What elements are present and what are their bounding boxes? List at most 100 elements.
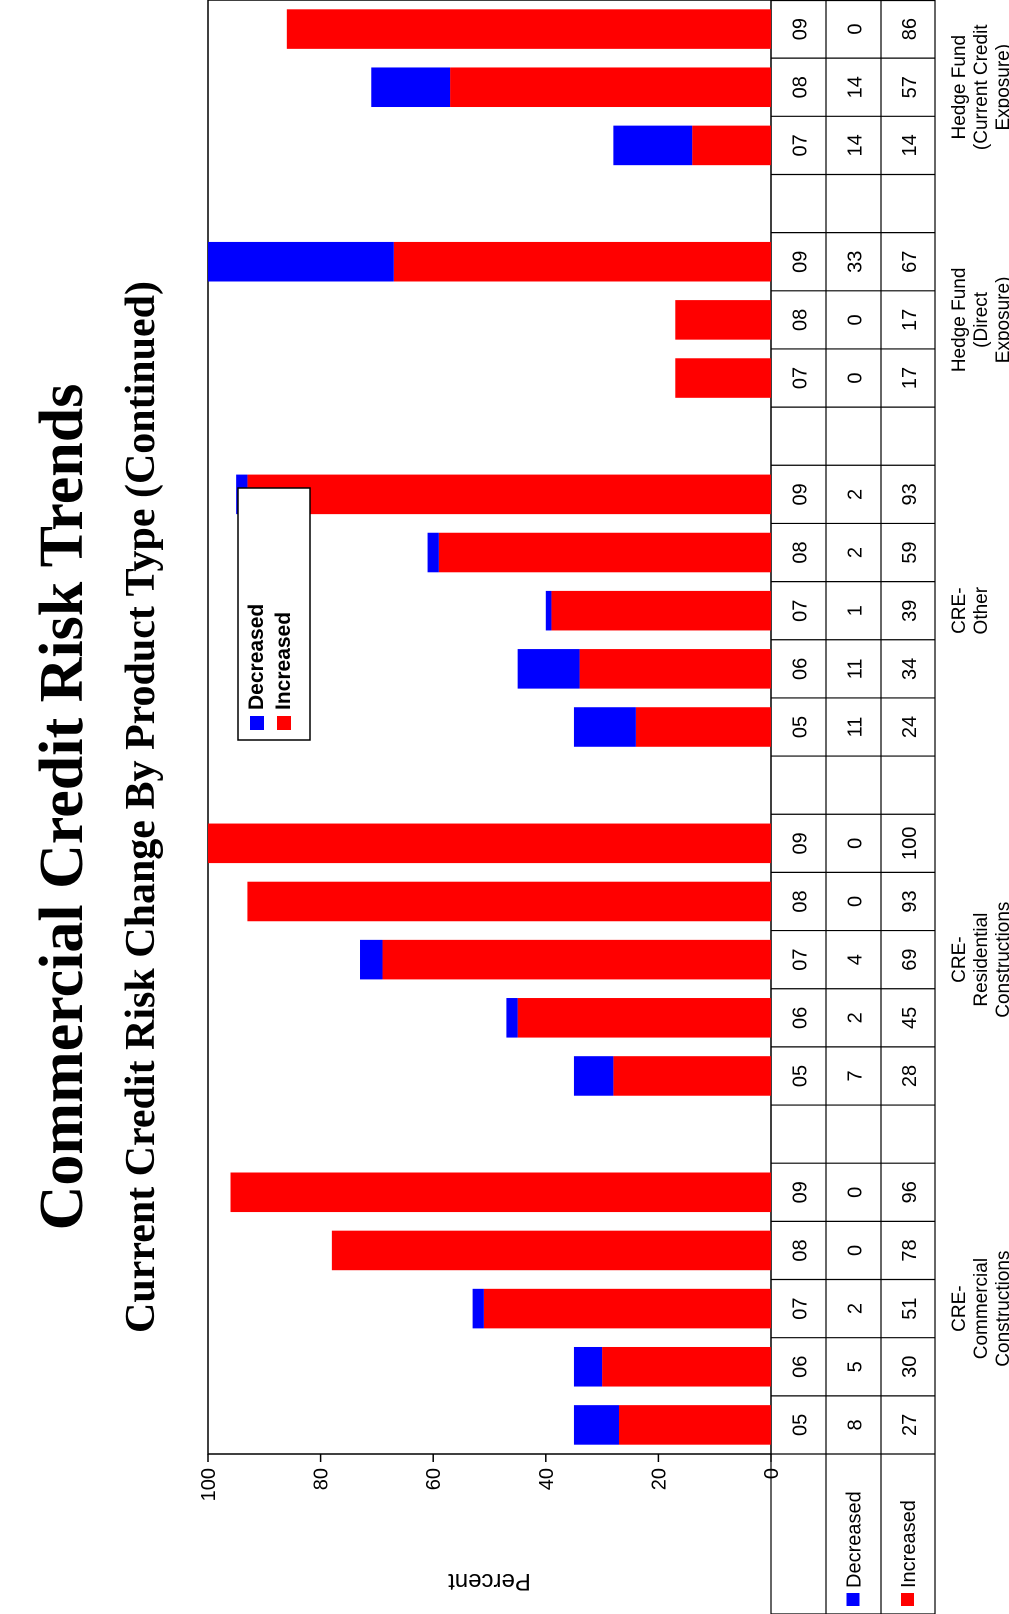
increased-value: 86 [899,18,921,40]
table-swatch-increased [901,1593,914,1606]
year-label: 09 [790,18,812,40]
y-axis-label: Percent [448,1568,531,1595]
year-label: 09 [790,483,812,505]
year-label: 07 [790,367,812,389]
year-label: 06 [790,1356,812,1378]
bar-increased [208,823,771,864]
year-label: 07 [790,949,812,971]
bar-increased [579,649,772,689]
increased-value: 100 [899,827,921,860]
year-label: 09 [790,832,812,854]
bar-decreased [545,590,552,631]
group-label: Commercial [971,1258,992,1359]
bar-decreased [573,1405,619,1445]
decreased-value: 1 [845,605,867,616]
decreased-value: 14 [845,76,867,98]
decreased-value: 0 [845,1245,867,1256]
decreased-value: 0 [845,24,867,35]
group-label: Residential [971,913,992,1007]
increased-value: 14 [899,134,921,156]
decreased-value: 8 [845,1419,867,1430]
decreased-value: 0 [845,314,867,325]
legend-swatch-decreased [250,716,264,730]
y-tick-label: 40 [536,1468,558,1490]
bar-increased [692,125,771,166]
y-tick-label: 20 [648,1468,670,1490]
year-label: 08 [790,309,812,331]
bar-decreased [573,707,636,747]
table-swatch-decreased [846,1593,860,1606]
year-label: 05 [790,1414,812,1436]
increased-value: 45 [899,1007,921,1029]
group-label: Hedge Fund [949,35,970,140]
increased-value: 78 [899,1239,921,1261]
table-row-header-decreased: Decreased [844,1491,866,1588]
decreased-value: 2 [845,489,867,500]
bar-decreased [517,649,580,689]
group-label: CRE- [949,936,970,982]
year-label: 05 [790,1065,812,1087]
chart-subtitle: Current Credit Risk Change By Product Ty… [118,281,164,1333]
bar-increased [230,1172,771,1213]
bar-decreased [360,939,383,980]
legend-label-increased: Increased [272,612,295,710]
group-label: Constructions [993,902,1009,1018]
year-label: 05 [790,716,812,738]
year-label: 09 [790,251,812,273]
bar-increased [602,1346,771,1387]
bar-increased [438,532,771,573]
bar-decreased [371,67,451,108]
y-tick-label: 60 [423,1468,445,1490]
group-label: Exposure) [993,277,1009,364]
bar-increased [450,67,771,108]
y-tick-label: 0 [761,1468,783,1479]
group-label: CRE- [949,1285,970,1331]
year-label: 07 [790,134,812,156]
bar-decreased [208,241,394,282]
increased-value: 17 [899,367,921,389]
year-label: 07 [790,600,812,622]
bar-increased [517,998,772,1038]
bar-increased [247,474,772,515]
decreased-value: 4 [845,954,867,965]
group-label: Exposure) [993,44,1009,131]
legend-swatch-increased [277,716,291,730]
group-label: (Direct [971,291,992,348]
bar-increased [635,707,771,747]
decreased-value: 2 [845,1303,867,1314]
bar-increased [382,939,771,980]
decreased-value: 2 [845,1012,867,1023]
bar-increased [613,1056,771,1096]
increased-value: 34 [899,658,921,680]
year-label: 06 [790,658,812,680]
decreased-value: 33 [845,251,867,273]
year-label: 08 [790,890,812,912]
increased-value: 39 [899,600,921,622]
decreased-value: 0 [845,372,867,383]
decreased-value: 5 [845,1361,867,1372]
decreased-value: 0 [845,896,867,907]
increased-value: 59 [899,541,921,563]
bar-increased [247,881,772,922]
year-label: 09 [790,1181,812,1203]
bar-increased [618,1405,771,1445]
table-row-header-increased: Increased [898,1500,920,1588]
bar-increased [393,241,771,282]
decreased-value: 2 [845,547,867,558]
group-label: Hedge Fund [949,268,970,373]
chart-title: Commercial Credit Risk Trends [28,384,96,1231]
increased-value: 27 [899,1414,921,1436]
bar-decreased [472,1288,484,1329]
increased-value: 51 [899,1297,921,1319]
bar-increased [675,300,771,340]
decreased-value: 0 [845,1187,867,1198]
increased-value: 69 [899,949,921,971]
year-label: 06 [790,1007,812,1029]
increased-value: 96 [899,1181,921,1203]
legend-box [237,487,311,741]
increased-value: 28 [899,1065,921,1087]
legend-label-decreased: Decreased [245,604,268,710]
increased-value: 93 [899,890,921,912]
